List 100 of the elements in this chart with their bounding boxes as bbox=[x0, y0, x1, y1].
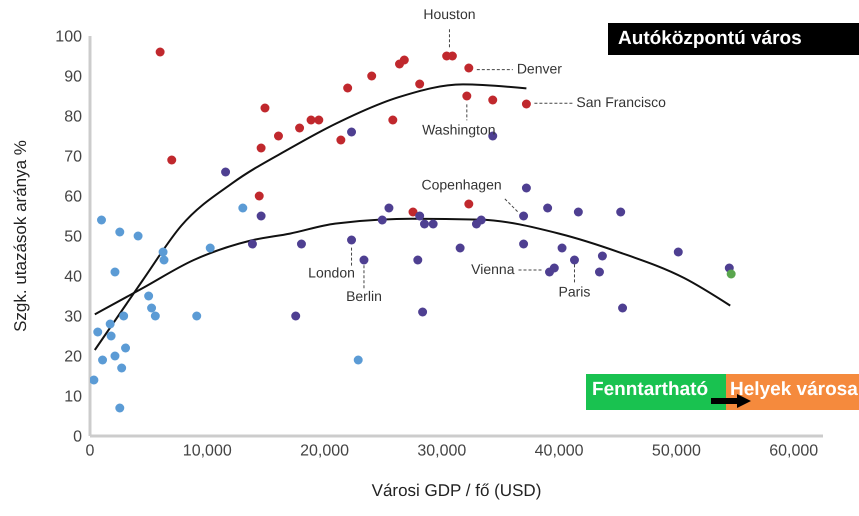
point bbox=[522, 184, 531, 192]
x-tick-label: 40,000 bbox=[534, 442, 584, 460]
x-axis-title: Városi GDP / fő (USD) bbox=[372, 481, 542, 500]
point bbox=[558, 244, 567, 252]
point bbox=[147, 304, 156, 312]
point bbox=[110, 268, 120, 276]
point bbox=[550, 264, 559, 272]
point bbox=[295, 124, 304, 132]
caption-box: Fenntartható bbox=[586, 374, 726, 410]
point bbox=[574, 208, 583, 216]
point bbox=[464, 200, 474, 208]
point bbox=[618, 304, 628, 312]
annotation: Paris bbox=[558, 283, 590, 300]
point bbox=[378, 216, 387, 224]
point bbox=[93, 328, 102, 336]
point bbox=[347, 128, 356, 136]
point bbox=[354, 356, 363, 364]
point bbox=[119, 312, 128, 320]
point bbox=[274, 132, 283, 140]
point bbox=[522, 100, 531, 108]
annotation: Berlin bbox=[346, 288, 382, 304]
point bbox=[488, 96, 498, 104]
annotation: Houston bbox=[423, 6, 476, 22]
annotation: Copenhagen bbox=[421, 176, 502, 193]
point bbox=[418, 308, 428, 316]
point bbox=[254, 192, 264, 200]
y-tick-label: 60 bbox=[64, 188, 82, 206]
point bbox=[464, 64, 474, 72]
point bbox=[428, 220, 438, 228]
point bbox=[134, 232, 143, 240]
point bbox=[167, 156, 176, 164]
point bbox=[384, 204, 394, 212]
point bbox=[260, 104, 270, 112]
point bbox=[158, 248, 168, 256]
point bbox=[616, 208, 626, 216]
y-tick-label: 90 bbox=[64, 68, 82, 86]
y-tick-label: 50 bbox=[64, 228, 82, 246]
point bbox=[117, 364, 126, 372]
annotation: Washington bbox=[422, 121, 496, 138]
caption-box: Helyek városa bbox=[726, 374, 859, 410]
point bbox=[415, 212, 424, 220]
point bbox=[367, 72, 376, 80]
x-tick-label: 60,000 bbox=[769, 442, 818, 460]
point bbox=[570, 256, 579, 264]
y-axis-title: Szgk. utazások aránya % bbox=[11, 140, 30, 332]
point bbox=[110, 352, 120, 360]
point bbox=[594, 268, 604, 276]
point bbox=[291, 312, 300, 320]
point bbox=[106, 320, 115, 328]
point bbox=[347, 236, 356, 244]
x-tick-label: 0 bbox=[86, 442, 95, 460]
point bbox=[519, 212, 528, 220]
point bbox=[144, 292, 154, 300]
point bbox=[96, 216, 106, 224]
y-tick-label: 20 bbox=[64, 348, 82, 366]
point bbox=[413, 256, 422, 264]
point bbox=[98, 356, 108, 364]
y-tick-label: 30 bbox=[64, 308, 82, 326]
point bbox=[221, 168, 230, 176]
point bbox=[150, 312, 160, 320]
point bbox=[156, 48, 165, 56]
point bbox=[296, 240, 306, 248]
point bbox=[238, 204, 248, 212]
point bbox=[160, 256, 169, 264]
point bbox=[314, 116, 324, 124]
point bbox=[462, 92, 472, 100]
point bbox=[115, 404, 124, 412]
x-tick-label: 20,000 bbox=[300, 442, 350, 460]
point bbox=[456, 244, 465, 252]
point bbox=[106, 332, 116, 340]
y-tick-label: 80 bbox=[64, 108, 82, 126]
point bbox=[408, 208, 418, 216]
point bbox=[476, 216, 486, 224]
annotation: San Francisco bbox=[576, 94, 666, 110]
y-tick-label: 100 bbox=[55, 28, 82, 46]
point bbox=[192, 312, 202, 320]
point bbox=[674, 248, 683, 256]
point bbox=[336, 136, 346, 144]
point bbox=[420, 220, 429, 228]
annotation: Vienna bbox=[471, 261, 515, 277]
caption-box: Autóközpontú város bbox=[608, 23, 859, 55]
x-tick-label: 50,000 bbox=[652, 442, 701, 460]
point bbox=[121, 344, 130, 352]
annotation: London bbox=[308, 264, 355, 281]
point bbox=[306, 116, 316, 124]
point bbox=[248, 240, 257, 248]
point bbox=[400, 56, 409, 64]
point bbox=[359, 256, 368, 264]
point bbox=[115, 228, 124, 236]
point bbox=[543, 204, 552, 212]
point bbox=[726, 270, 736, 278]
point bbox=[519, 240, 528, 248]
point bbox=[206, 244, 215, 252]
point bbox=[90, 376, 98, 384]
x-tick-label: 10,000 bbox=[182, 442, 232, 460]
x-tick-label: 30,000 bbox=[417, 442, 466, 460]
y-tick-label: 0 bbox=[73, 428, 82, 446]
y-tick-label: 40 bbox=[64, 268, 82, 286]
point bbox=[256, 212, 266, 220]
point bbox=[388, 116, 398, 124]
